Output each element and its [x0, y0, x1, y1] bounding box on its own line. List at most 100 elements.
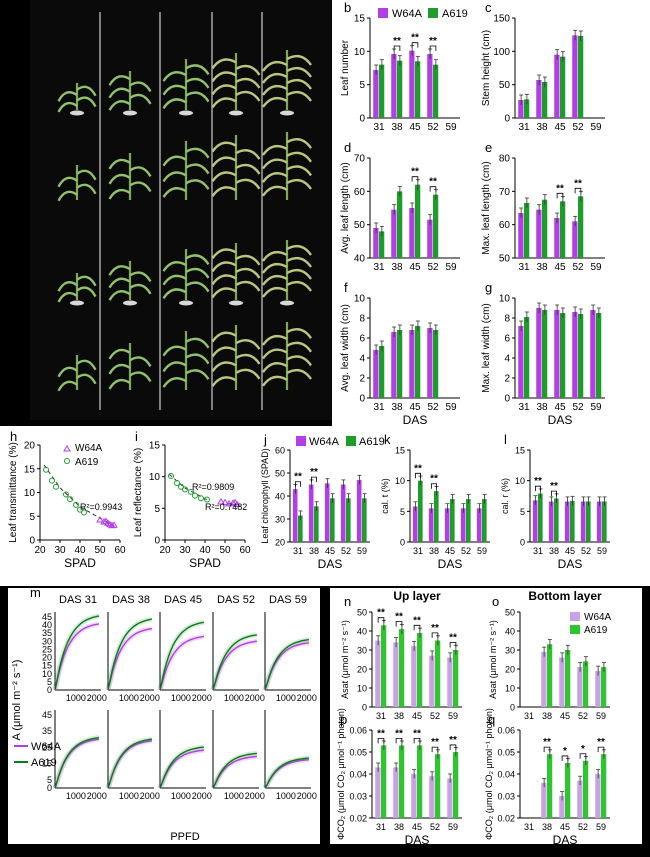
sig-bracket: [543, 746, 551, 753]
panel-title: DAS 38: [112, 594, 150, 606]
plant-leaf: [235, 280, 261, 292]
x-tick-label: 45: [409, 402, 421, 413]
x-tick-label: 59: [445, 262, 457, 273]
sig-mark: **: [449, 735, 457, 746]
bar-W64A: [559, 657, 565, 707]
y-tick-label: 15: [149, 441, 161, 452]
bar-A619: [417, 632, 423, 707]
plant-leaf: [286, 268, 312, 280]
plant-leaf: [211, 361, 237, 373]
plant-leaf: [162, 98, 187, 110]
plant-leaf: [162, 377, 187, 388]
bar-W64A: [590, 310, 596, 398]
plant-pot: [280, 110, 294, 116]
plant-leaf: [108, 277, 131, 289]
sig-mark: **: [429, 36, 437, 47]
plant-leaf: [211, 71, 237, 83]
sig-bracket: [377, 737, 385, 744]
x-tick-label: 31: [413, 546, 423, 556]
y-tick-label: 50: [275, 469, 285, 479]
y-tick-label: 0: [504, 394, 510, 405]
x-tick-label: 2000: [192, 791, 212, 801]
sig-mark: **: [430, 474, 438, 485]
bar-A619: [466, 499, 471, 542]
plant-leaf: [235, 178, 261, 190]
bar-A619: [453, 650, 459, 707]
x-tick-label: 52: [572, 402, 584, 413]
y-tick-label: 0: [362, 703, 367, 713]
plant-leaf: [57, 291, 78, 303]
sig-bracket: [579, 753, 587, 759]
panel-h: 0 5 10 15 20 20 30 40 50 60 Leaf transmittance (%)…: [8, 429, 126, 570]
bar-A619: [583, 760, 589, 818]
y-tick-label: 2: [504, 374, 510, 385]
bar-W64A: [409, 330, 415, 398]
bar-W64A: [596, 501, 602, 542]
annotation-r2: R²=0.9809: [192, 482, 234, 492]
plant-leaf: [76, 275, 97, 287]
bar-A619: [399, 629, 405, 707]
y-axis-label: Avg. leaf length (cm): [340, 162, 351, 254]
plant-leaf: [286, 256, 312, 268]
sig-bracket: [395, 621, 403, 627]
bar-W64A: [324, 483, 330, 542]
bar-A619: [601, 667, 607, 707]
panel-j: 20 30 40 50 60 31 ** 38 ** 45 52 59 Leaf chlorophyll…: [260, 432, 370, 571]
bar-W64A: [428, 508, 434, 542]
y-axis-label: Avg. leaf width (cm): [340, 304, 351, 392]
x-tick-label: 45: [325, 546, 335, 556]
plant-leaf: [262, 334, 288, 346]
y-tick-label: 10: [354, 47, 366, 58]
curve-A619: [159, 746, 204, 789]
y-tick-label: 70: [354, 154, 366, 165]
x-tick-label: 30: [179, 545, 191, 556]
x-tick-label: 38: [309, 546, 319, 556]
bar-A619: [346, 498, 351, 542]
panel-c: 0 50 100 150 31 38 45 52 59 Stem height (cm) c: [481, 0, 605, 133]
bar-A619: [314, 506, 319, 542]
plant-pot: [123, 300, 137, 306]
bar-A619: [554, 498, 559, 542]
y-tick-label: 50: [357, 608, 367, 618]
bar-A619: [542, 199, 548, 258]
plant-leaf: [185, 337, 210, 349]
sig-mark: **: [413, 728, 421, 739]
y-axis-label: Leaf number: [340, 39, 351, 96]
plant-leaf: [235, 339, 261, 350]
panel-l: 0 5 10 15 31 ** 38 ** 45 52 59 cal. r (%) DAS l: [500, 432, 610, 571]
bar-W64A: [559, 796, 565, 818]
y-tick-label: 5: [520, 507, 525, 517]
y-tick-label: 50: [354, 220, 366, 231]
bar-A619: [565, 650, 571, 707]
x-tick-label: 2000: [245, 791, 265, 801]
plant-leaf: [211, 287, 237, 299]
fit-line: [168, 473, 210, 502]
plant-leaf: [262, 348, 288, 360]
panel-letter: j: [263, 432, 267, 447]
bar-A619: [415, 326, 421, 398]
y-tick-label: 0.02: [497, 814, 515, 824]
panel-letter: q: [488, 712, 495, 727]
y-axis-label: ΦCO₂ (μmol CO₂ μmol⁻¹ photon): [336, 708, 346, 840]
plant-leaf: [286, 90, 312, 102]
plant-leaf: [185, 353, 210, 365]
x-tick-label: 31: [524, 711, 534, 721]
y-tick-label: 40: [357, 627, 367, 637]
bar-A619: [547, 644, 553, 707]
panel-title: DAS 52: [217, 594, 255, 606]
sig-bracket: [411, 42, 419, 48]
x-tick-label: 45: [565, 546, 575, 556]
bar-W64A: [427, 219, 433, 258]
plant-leaf: [76, 286, 97, 298]
y-tick-label: 0.03: [349, 792, 367, 802]
x-tick-label: 31: [373, 262, 385, 273]
y-axis-label: Max. leaf width (cm): [481, 303, 492, 392]
sig-mark: **: [574, 178, 582, 189]
x-tick-label: 59: [596, 822, 606, 832]
plant-icon: [262, 132, 312, 200]
y-axis-label: Leaf chlorophyll (SPAD): [260, 448, 270, 543]
legend-label-A619: A619: [584, 625, 608, 636]
y-tick-label: 10: [515, 476, 525, 486]
plant-icon: [211, 243, 261, 306]
